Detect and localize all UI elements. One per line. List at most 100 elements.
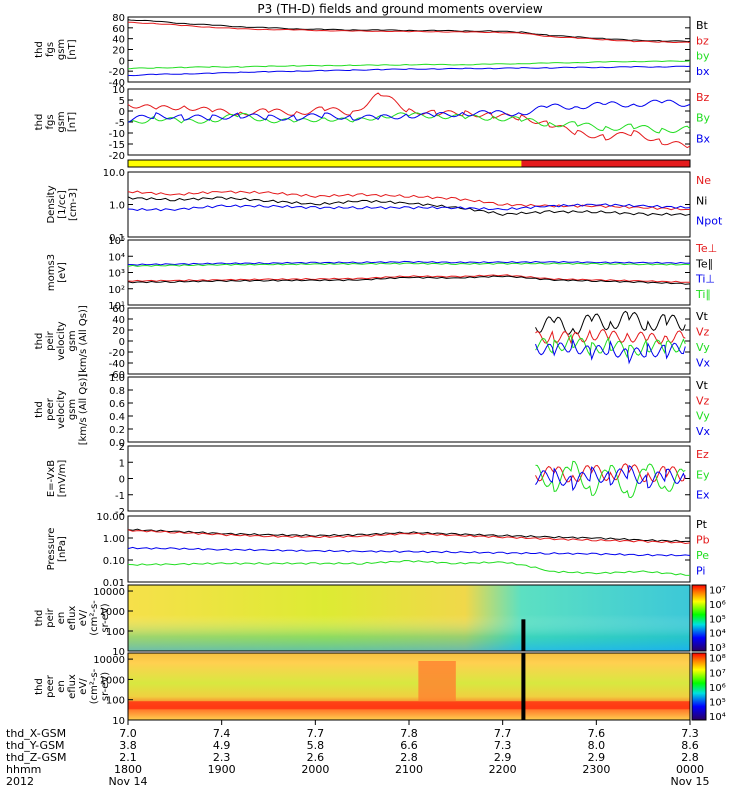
ylabel-line: Pressure [46, 528, 57, 571]
ylabel-line: Density [46, 185, 57, 223]
panel-frame [127, 376, 691, 443]
ylabel-line: (cm²-s- [89, 600, 100, 636]
xtick-Y: 6.6 [400, 739, 418, 752]
xtick-hhmm: 2200 [489, 763, 517, 776]
xtick-hhmm: 1800 [114, 763, 142, 776]
legend-Ez: Ez [696, 448, 709, 461]
legend-Bx: Bx [696, 132, 711, 145]
series-bz [128, 21, 691, 43]
series-Pi [127, 546, 691, 557]
xtick-Z: 2.8 [681, 751, 699, 764]
colorbar-tick-label: 10⁸ [709, 654, 726, 665]
ytick-label: -15 [109, 140, 125, 151]
panel-frame [127, 445, 691, 512]
colorbar-tick-label: 10⁴ [709, 629, 726, 640]
ytick-label: 0 [119, 107, 125, 118]
ytick-label: 10000 [93, 655, 125, 666]
colorbar-tick-label: 10⁶ [709, 683, 726, 694]
spectrogram-hot-region [418, 661, 456, 702]
legend-By: By [696, 112, 711, 125]
panel-frame [127, 171, 691, 238]
legend-Bt: Bt [696, 19, 709, 32]
ytick-label: 0.4 [109, 412, 125, 423]
series-Npot [127, 203, 691, 212]
ytick-label: 1 [119, 458, 125, 469]
ylabel-line: thd [34, 333, 45, 350]
colorbar-tick-label: 10⁴ [709, 712, 726, 723]
series-Ni [127, 196, 691, 217]
legend-Bz: Bz [696, 91, 710, 104]
ylabel-line: thd [34, 678, 45, 695]
xtick-Y: 8.6 [681, 739, 699, 752]
ytick-label: -40 [109, 359, 125, 370]
series-Ey [535, 460, 686, 499]
legend-Pt: Pt [696, 518, 708, 531]
colorbar-tick-label: 10⁷ [709, 586, 726, 597]
series-Ex [535, 464, 686, 492]
legend-by: by [696, 50, 710, 63]
ylabel-line: eflux [67, 606, 78, 631]
legend-bz: bz [696, 34, 709, 47]
ylabel-line: sr-eV) [100, 672, 111, 701]
legend-Npot: Npot [696, 215, 723, 228]
xtick-Z: 2.9 [494, 751, 512, 764]
panel-mode_bar [127, 159, 691, 168]
ytick-label: 10³ [108, 269, 125, 280]
xtick-Z: 2.9 [588, 751, 606, 764]
panel-temperature: 10¹ 10² 10³ 10⁴ 10⁵ Te⊥ Te∥ Ti⊥ Ti∥ moms3 [eV] [46, 236, 717, 312]
ytick-label: 10⁴ [108, 252, 125, 263]
ytick-label: 10¹ [108, 301, 125, 312]
ylabel-line: [km/s (All Qs)] [78, 374, 89, 446]
ytick-label: 10² [108, 285, 125, 296]
x-axis-row-label: hhmm [6, 763, 41, 776]
xtick-hhmm: 2300 [582, 763, 610, 776]
panel-density: 0.1 1.0 10.0 Ne Ni Npot Density [1/cc] [cm-3] [46, 168, 723, 244]
ylabel-line: thd [34, 41, 45, 58]
ytick-label: 80 [112, 13, 125, 24]
ytick-label: -20 [109, 151, 125, 162]
ylabel-line: gsm [67, 399, 78, 420]
ytick-label: 10000 [93, 587, 125, 598]
ylabel-line: [km/s (All Qs)] [78, 305, 89, 377]
legend-Vy: Vy [696, 341, 710, 354]
ytick-label: 60 [112, 24, 125, 35]
colorbar-tick-label: 10⁵ [709, 697, 726, 708]
ylabel-line: [nT] [67, 112, 78, 132]
panel-peir_spectrogram: 10 100 1000 10000 10³ 10⁴ 10⁵ 10⁶ 10⁷ thd peir en ef… [34, 584, 726, 658]
xtick-Z: 2.8 [400, 751, 418, 764]
ylabel-line: gsm [56, 39, 67, 60]
ytick-label: 60 [112, 304, 125, 315]
colorbar-tick-label: 10⁵ [709, 614, 726, 625]
ytick-label: 1.0 [109, 201, 125, 212]
series-Pb [127, 529, 691, 545]
ytick-label: 40 [112, 35, 125, 46]
panel-efield: -2 -1 0 1 2 Ez Ey Ex E=-VxB [mV/m] [46, 442, 710, 518]
legend-Ni: Ni [696, 194, 707, 207]
legend-Ne: Ne [696, 174, 711, 187]
xtick-Y: 8.0 [588, 739, 606, 752]
ylabel-line: velocity [56, 390, 67, 429]
colorbar-tick-label: 10³ [709, 643, 726, 654]
ylabel-line: gsm [56, 111, 67, 132]
spectrogram-image [128, 653, 690, 720]
xtick-X: 7.3 [681, 727, 699, 740]
ylabel-line: [eV] [57, 262, 68, 283]
ylabel-line: thd [34, 401, 45, 418]
ytick-label: 0 [119, 337, 125, 348]
ytick-label: -20 [109, 67, 125, 78]
series-By [127, 112, 691, 134]
ytick-label: 10⁵ [108, 236, 125, 247]
ylabel-line: E=-VxB [46, 460, 57, 497]
xtick-date: Nov 14 [109, 775, 148, 788]
panel-frame [127, 515, 691, 583]
legend-Vy: Vy [696, 410, 710, 423]
series-Bz [127, 92, 691, 149]
legend-Vz: Vz [696, 394, 710, 407]
colorbar [691, 584, 707, 652]
ytick-label: 10.00 [96, 512, 125, 523]
legend-Vx: Vx [696, 425, 711, 438]
series-Ez [535, 463, 686, 483]
series-Pe [127, 559, 691, 576]
series-Bt [127, 19, 691, 43]
